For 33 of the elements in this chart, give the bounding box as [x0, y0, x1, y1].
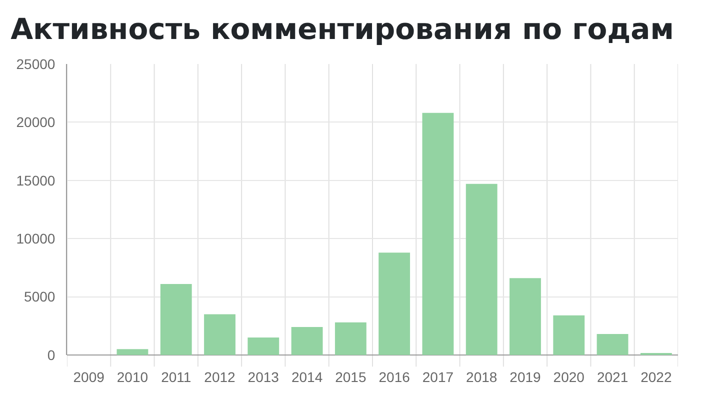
x-tick-label: 2009 [73, 369, 105, 385]
x-tick-label: 2021 [596, 369, 628, 385]
bar [466, 184, 498, 355]
x-tick-label: 2022 [640, 369, 672, 385]
x-tick-label: 2016 [378, 369, 410, 385]
y-tick-label: 25000 [16, 56, 56, 72]
bar [510, 278, 541, 355]
bar [204, 314, 236, 355]
y-tick-label: 15000 [16, 172, 56, 188]
y-tick-label: 20000 [16, 114, 56, 130]
x-tick-label: 2017 [422, 369, 454, 385]
x-tick-label: 2013 [248, 369, 280, 385]
x-tick-label: 2012 [204, 369, 236, 385]
x-tick-label: 2011 [161, 369, 192, 385]
x-tick-label: 2010 [116, 369, 148, 385]
x-tick-label: 2018 [466, 369, 498, 385]
bar [596, 334, 628, 355]
bar [422, 112, 454, 355]
y-tick-label: 5000 [24, 288, 56, 305]
bar [553, 315, 585, 355]
bar [334, 322, 366, 355]
x-tick-label: 2019 [510, 369, 542, 385]
bar [116, 349, 148, 355]
bar [378, 252, 410, 355]
chart-title: Активность комментирования по годам [10, 12, 674, 46]
y-tick-label: 10000 [16, 230, 56, 246]
x-tick-label: 2014 [291, 369, 323, 385]
bar [248, 338, 280, 355]
bar [291, 327, 323, 355]
bar [160, 284, 192, 355]
x-tick-label: 2020 [553, 369, 585, 385]
x-tick-label: 2015 [335, 369, 366, 385]
y-tick-label: 0 [47, 346, 56, 363]
